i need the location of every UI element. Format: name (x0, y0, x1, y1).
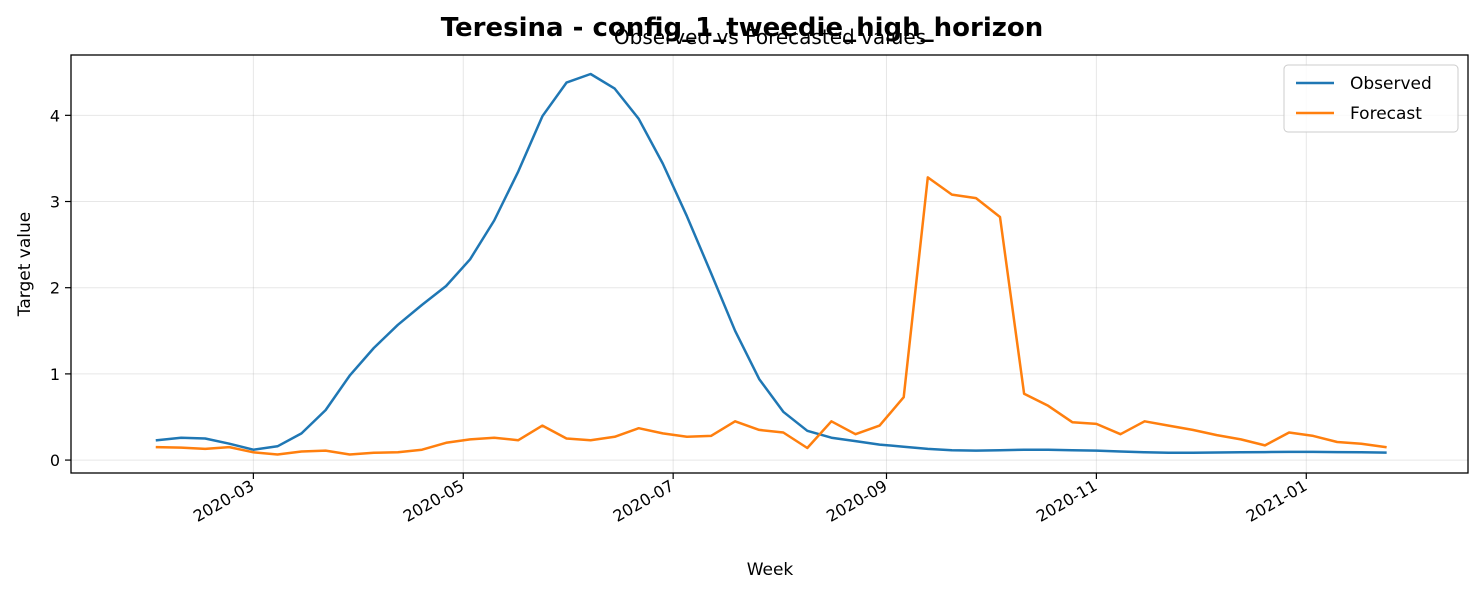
x-axis-ticks: 2020-03 2020-05 2020-07 2020-09 2020-11 2021-… (190, 473, 1310, 526)
series-lines (155, 72, 1387, 456)
x-tick-label: 2020-07 (610, 476, 677, 526)
chart-title: Teresina - config_1_tweedie_high_horizon (441, 13, 1044, 43)
x-tick-label: 2021-01 (1243, 476, 1310, 526)
legend-label-observed: Observed (1350, 74, 1432, 94)
y-tick-label: 2 (50, 279, 60, 298)
x-tick-label: 2020-11 (1033, 476, 1100, 526)
x-tick-label: 2020-05 (400, 476, 467, 526)
x-axis-label: Week (747, 560, 794, 580)
plot-frame (70, 54, 1469, 474)
x-tick-label: 2020-09 (823, 476, 890, 526)
legend-label-forecast: Forecast (1350, 104, 1422, 124)
y-axis-label: Target value (15, 212, 35, 317)
y-tick-label: 3 (50, 193, 60, 212)
grid (71, 55, 1468, 473)
y-axis-ticks: 0 1 2 3 4 (50, 106, 71, 470)
y-tick-label: 0 (50, 451, 60, 470)
x-tick-label: 2020-03 (190, 476, 257, 526)
y-tick-label: 1 (50, 365, 60, 384)
legend: Observed Forecast (1283, 64, 1459, 133)
chart-subtitle: Observed vs Forecasted values (614, 25, 926, 49)
y-tick-label: 4 (50, 106, 60, 125)
series-line-forecast (155, 176, 1387, 456)
series-line-observed (155, 72, 1387, 454)
